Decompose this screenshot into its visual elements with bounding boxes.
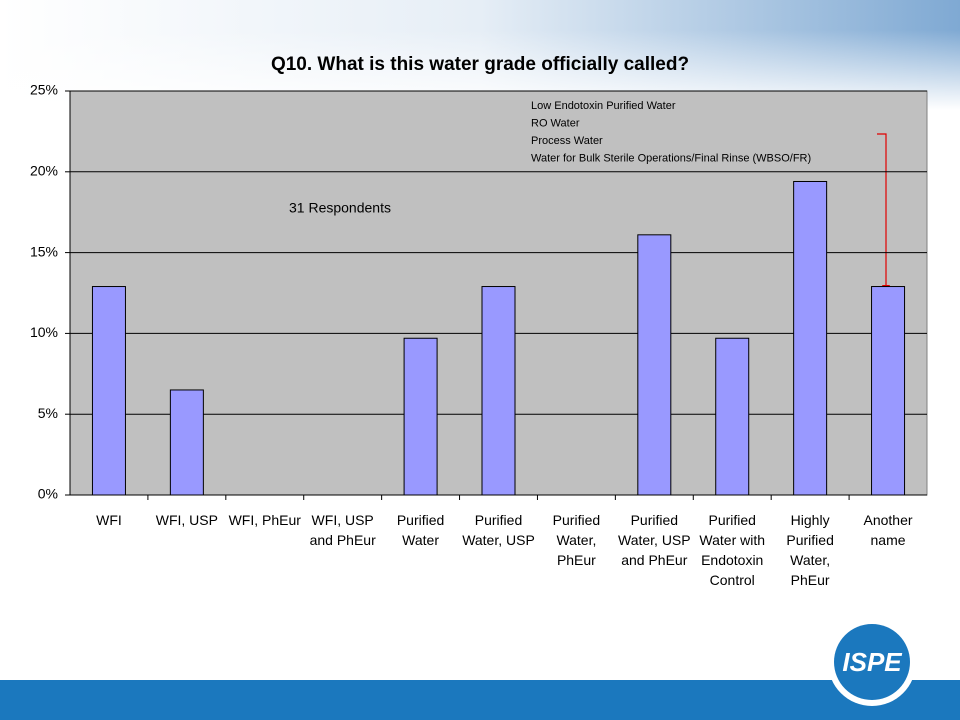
x-tick-label: Highly Purified Water, PhEur [786,512,834,588]
annotation-line: Process Water [531,135,603,147]
bar [403,337,438,496]
bar [637,234,672,496]
bar [481,286,516,496]
x-tick-label: Purified Water, USP and PhEur [618,512,691,568]
x-tick-label: Purified Water with Endotoxin Control [699,512,766,588]
x-tick-label: WFI, USP and PhEur [309,512,376,548]
x-tick-label: WFI [96,512,122,528]
x-tick-label: Purified Water, PhEur [552,512,601,568]
annotation-line: Low Endotoxin Purified Water [531,100,676,112]
annotation-line: Water for Bulk Sterile Operations/Final … [531,152,811,164]
y-tick-label: 5% [38,405,58,421]
y-tick-label: 0% [38,486,58,502]
y-tick-label: 20% [30,163,58,179]
x-tick-label: Purified Water, USP [462,512,535,548]
bar [169,389,204,496]
logo: ISPE [828,618,916,706]
bar [91,286,126,496]
arrow [877,133,887,286]
y-tick-label: 10% [30,324,58,340]
x-tick-label: Purified Water [396,512,445,548]
footer-band [0,680,960,720]
bar [793,180,828,496]
bar [715,337,750,496]
x-tick-label: Another name [863,512,913,548]
logo-text: ISPE [842,647,902,677]
y-tick-label: 25% [30,82,58,98]
annotation-line: RO Water [531,117,580,129]
y-tick-label: 15% [30,243,58,259]
chart-title: Q10. What is this water grade officially… [271,54,689,75]
annotation: 31 Respondents [289,200,391,216]
x-tick-label: WFI, PhEur [228,512,301,528]
logo-globe [834,624,910,700]
x-tick-label: WFI, USP [155,512,218,528]
bar [871,286,906,496]
